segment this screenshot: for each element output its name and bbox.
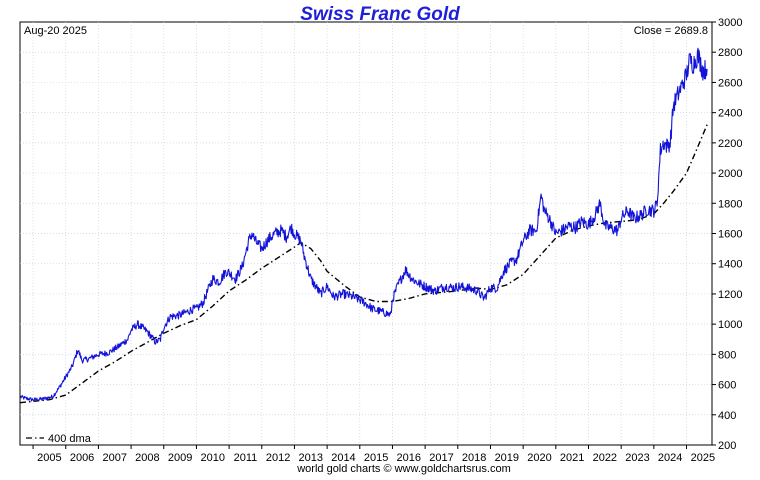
grid [20,22,712,445]
y-tick-label: 1400 [718,259,742,271]
y-tick-label: 1800 [718,198,742,210]
moving-average-layer [19,124,708,404]
y-tick-label: 2000 [718,168,742,180]
x-tick-label: 2025 [691,452,715,464]
footer-credit: world gold charts © www.goldchartsrus.co… [296,463,511,475]
y-tick-label: 2800 [718,47,742,59]
x-tick-label: 2023 [625,452,649,464]
x-tick-label: 2010 [201,452,225,464]
x-tick-label: 2016 [397,452,421,464]
chart-title: Swiss Franc Gold [300,4,460,25]
close-label: Close = 2689.8 [634,25,708,37]
y-tick-label: 2600 [718,77,742,89]
y-tick-label: 200 [718,440,736,452]
x-tick-label: 2008 [135,452,159,464]
y-tick-label: 1600 [718,229,742,241]
y-tick-label: 400 [718,410,736,422]
legend-label-400-dma: 400 dma [48,433,92,445]
price-layer [19,47,708,402]
x-tick-label: 2024 [658,452,682,464]
x-tick-label: 2019 [495,452,519,464]
x-tick-label: 2005 [37,452,61,464]
y-tick-label: 600 [718,380,736,392]
series-price [19,47,708,402]
x-tick-label: 2022 [593,452,617,464]
x-tick-label: 2015 [364,452,388,464]
x-tick-label: 2018 [462,452,486,464]
x-tick-label: 2007 [103,452,127,464]
y-tick-label: 3000 [718,17,742,29]
y-tick-label: 800 [718,349,736,361]
x-tick-label: 2011 [234,452,258,464]
x-tick-label: 2021 [560,452,584,464]
y-tick-label: 2200 [718,138,742,150]
y-tick-label: 1200 [718,289,742,301]
x-tick-label: 2006 [70,452,94,464]
x-tick-label: 2009 [168,452,192,464]
x-axis: 2005 2006 2007 2008 2009 2010 2011 2012 2013 2014… [32,445,715,464]
y-tick-label: 1000 [718,319,742,331]
y-tick-label: 2400 [718,108,742,120]
x-tick-label: 2017 [429,452,453,464]
date-label: Aug-20 2025 [24,25,87,37]
x-tick-label: 2020 [527,452,551,464]
y-axis: 200 400 600 800 1000 1200 1400 1600 1800 2000 2200… [712,17,742,452]
x-tick-label: 2013 [299,452,323,464]
legend: 400 dma [26,433,92,445]
series-400-dma [19,124,708,404]
x-tick-label: 2012 [266,452,290,464]
x-tick-label: 2014 [331,452,355,464]
